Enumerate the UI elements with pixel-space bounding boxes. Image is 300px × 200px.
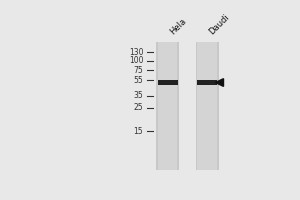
Text: 15: 15 <box>134 127 143 136</box>
Bar <box>197 42 217 170</box>
Polygon shape <box>215 79 223 86</box>
Text: 25: 25 <box>134 103 143 112</box>
Text: 75: 75 <box>134 66 143 75</box>
Bar <box>197 80 217 85</box>
Bar <box>156 42 179 170</box>
Bar <box>196 42 219 170</box>
Text: 35: 35 <box>134 91 143 100</box>
Text: Hela: Hela <box>168 16 188 36</box>
Text: 100: 100 <box>129 56 143 65</box>
Text: 55: 55 <box>134 76 143 85</box>
Bar <box>158 80 178 85</box>
Text: Daudi: Daudi <box>207 12 231 36</box>
Text: 130: 130 <box>129 48 143 57</box>
Bar <box>158 42 178 170</box>
